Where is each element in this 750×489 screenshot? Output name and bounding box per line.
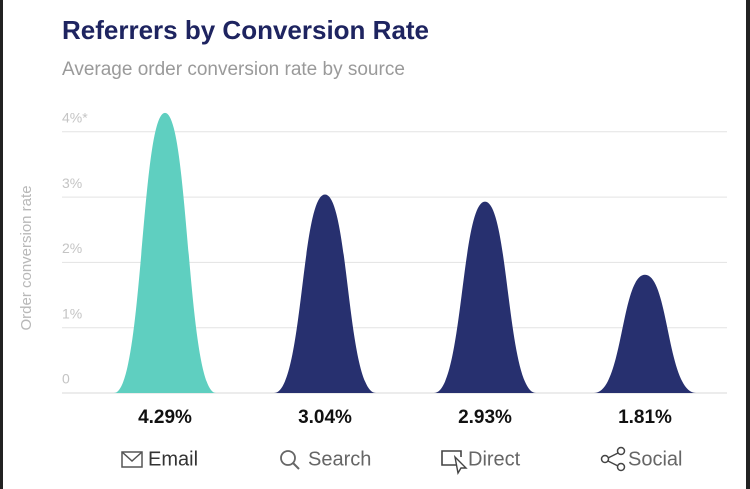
- icon: [616, 462, 626, 472]
- y-tick-label: 4%*: [62, 110, 88, 126]
- peak: [114, 112, 216, 394]
- chart-subtitle: Average order conversion rate by source: [62, 59, 405, 80]
- icon: [453, 454, 468, 475]
- x-tick-label: Search: [308, 448, 371, 470]
- value-label: 3.04%: [298, 407, 352, 428]
- frame-edge: [746, 0, 750, 489]
- chart-title: Referrers by Conversion Rate: [62, 15, 429, 45]
- peak: [594, 274, 696, 393]
- x-tick-label: Email: [148, 448, 198, 470]
- icon: [600, 454, 610, 464]
- peak: [434, 201, 536, 393]
- icon: [121, 451, 143, 463]
- y-tick-label: 2%: [62, 240, 82, 256]
- icon: [280, 450, 296, 466]
- value-label: 4.29%: [138, 407, 192, 428]
- x-tick-label: Direct: [468, 448, 521, 470]
- y-axis-title: Order conversion rate: [18, 185, 35, 330]
- icon: [616, 446, 626, 456]
- icon: [607, 452, 619, 467]
- value-label: 1.81%: [618, 407, 672, 428]
- peak: [274, 194, 376, 393]
- icon: [121, 451, 143, 468]
- value-label: 2.93%: [458, 407, 512, 428]
- x-tick-label: Social: [628, 448, 682, 470]
- y-tick-label: 1%: [62, 305, 82, 321]
- y-tick-label: 3%: [62, 175, 82, 191]
- icon: [292, 462, 300, 470]
- frame-edge: [0, 0, 3, 489]
- icon: [441, 450, 462, 466]
- y-tick-label: 0: [62, 371, 70, 387]
